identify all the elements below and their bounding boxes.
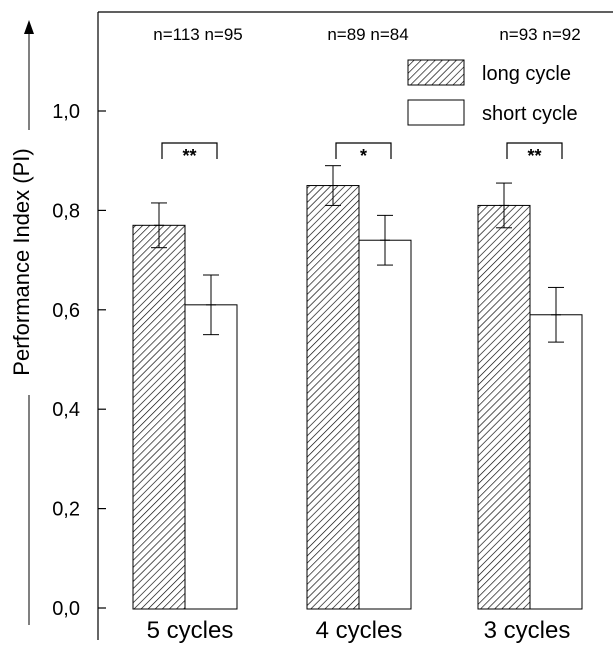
x-category-label: 3 cycles <box>484 617 571 644</box>
error-bar-long-cycle <box>325 165 341 206</box>
sample-size-label: n=113 n=95 <box>153 25 243 44</box>
legend-label-short-cycle: short cycle <box>482 103 578 125</box>
legend-swatch-short-cycle <box>407 99 465 126</box>
bar-short-cycle <box>358 239 412 610</box>
error-bar-long-cycle <box>151 202 167 249</box>
y-tick-label: 0,6 <box>52 300 80 322</box>
significance-bracket <box>506 142 563 159</box>
significance-bracket <box>161 142 218 159</box>
significance-label: ** <box>527 146 541 166</box>
significance-label: ** <box>182 146 196 166</box>
y-axis-arrow <box>24 20 34 625</box>
y-axis-label: Performance Index (PI) <box>9 148 34 375</box>
bar-long-cycle <box>477 204 531 610</box>
bar-short-cycle <box>529 314 583 610</box>
sample-size-label: n=93 n=92 <box>499 25 580 44</box>
legend-swatch-long-cycle <box>407 59 465 86</box>
significance-bracket <box>335 142 392 159</box>
y-tick-label: 0,2 <box>52 499 80 521</box>
y-tick-label: 1,0 <box>52 101 80 123</box>
sample-size-label: n=89 n=84 <box>327 25 408 44</box>
y-tick-label: 0,8 <box>52 200 80 222</box>
bar-long-cycle <box>132 224 186 610</box>
error-bar-short-cycle <box>203 274 219 336</box>
error-bar-short-cycle <box>377 214 393 266</box>
legend: long cycle short cycle <box>407 59 578 126</box>
x-category-label: 5 cycles <box>147 617 234 644</box>
bar-short-cycle <box>184 304 238 610</box>
error-bar-short-cycle <box>548 286 564 343</box>
x-category-label: 4 cycles <box>316 617 403 644</box>
y-tick-label: 0,0 <box>52 598 80 620</box>
bar-long-cycle <box>306 185 360 610</box>
legend-label-long-cycle: long cycle <box>482 63 571 85</box>
error-bar-long-cycle <box>496 182 512 229</box>
y-tick-label: 0,4 <box>52 399 80 421</box>
significance-label: * <box>360 146 367 166</box>
